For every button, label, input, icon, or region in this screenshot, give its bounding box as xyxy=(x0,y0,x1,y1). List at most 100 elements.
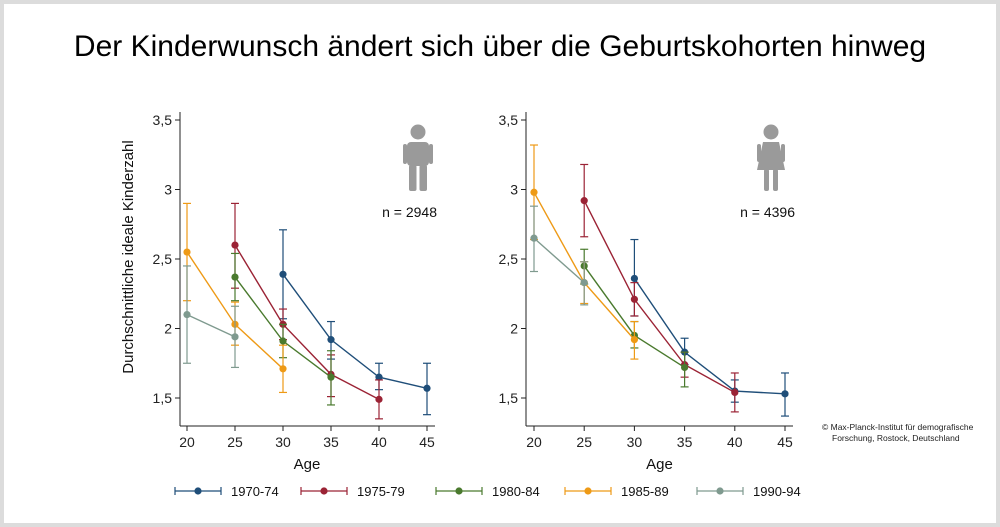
x-tick-label: 30 xyxy=(275,434,291,450)
data-point xyxy=(231,241,239,249)
sample-size-label: n = 4396 xyxy=(740,204,795,220)
x-tick-label: 45 xyxy=(419,434,435,450)
legend: 1970-74 1975-79 1980-84 1985-89 1990-94 xyxy=(174,484,801,499)
data-point xyxy=(231,333,239,341)
y-tick-label: 1,5 xyxy=(153,390,173,406)
series-1990-94 xyxy=(183,265,239,369)
data-point xyxy=(327,373,335,381)
series-line xyxy=(583,200,736,394)
data-point xyxy=(630,336,639,344)
female-person-icon xyxy=(757,124,785,191)
y-tick-label: 3,5 xyxy=(153,112,173,128)
data-point xyxy=(375,395,383,403)
data-point xyxy=(327,336,335,344)
x-tick-label: 25 xyxy=(576,434,592,450)
data-point xyxy=(580,279,588,287)
x-tick-label: 20 xyxy=(526,434,542,450)
icon-leg xyxy=(409,165,417,191)
legend-item-1990-94: 1990-94 xyxy=(696,484,801,499)
series-1980-84 xyxy=(231,252,335,406)
series-line xyxy=(186,313,236,338)
icon-arm xyxy=(429,144,433,164)
data-point xyxy=(231,273,239,281)
legend-marker xyxy=(194,487,202,495)
legend-item-1970-74: 1970-74 xyxy=(174,484,279,499)
legend-marker xyxy=(584,487,592,495)
icon-head xyxy=(763,124,779,140)
copyright-credit: © Max-Planck-Institut für demografische … xyxy=(822,422,997,444)
series-1970-74 xyxy=(630,238,789,417)
data-point xyxy=(630,295,639,303)
y-tick-label: 2 xyxy=(510,321,518,337)
icon-torso xyxy=(407,142,429,166)
data-point xyxy=(681,363,689,372)
series-1975-79 xyxy=(580,163,739,413)
panel-men: 1,5 2 2,5 3 3,5 20 25 30 35 40 45 Age Durchschnittli… xyxy=(120,112,437,473)
series-line xyxy=(633,278,786,395)
legend-label: 1970-74 xyxy=(231,484,279,499)
x-axis-label: Age xyxy=(646,456,673,473)
series-line xyxy=(234,244,380,401)
icon-dress xyxy=(757,142,785,170)
series-1975-79 xyxy=(231,202,383,420)
y-tick-label: 2,5 xyxy=(499,251,519,267)
x-tick-label: 45 xyxy=(777,434,793,450)
y-tick-label: 3 xyxy=(164,182,172,198)
chart-title: Der Kinderwunsch ändert sich über die Ge… xyxy=(73,30,927,63)
x-tick-label: 20 xyxy=(179,434,195,450)
legend-label: 1980-84 xyxy=(492,484,540,499)
chart-frame xyxy=(4,4,996,523)
y-tick-label: 2 xyxy=(164,321,172,337)
data-point xyxy=(279,270,287,278)
icon-arm xyxy=(781,144,785,162)
icon-arm xyxy=(757,144,761,162)
x-tick-label: 25 xyxy=(227,434,243,450)
series-1990-94 xyxy=(530,205,589,306)
x-tick-label: 30 xyxy=(627,434,643,450)
data-point xyxy=(530,188,538,196)
legend-marker xyxy=(455,487,463,495)
legend-marker xyxy=(320,487,328,495)
credit-line-2: Forschung, Rostock, Deutschland xyxy=(832,433,960,443)
legend-label: 1975-79 xyxy=(357,484,405,499)
icon-leg xyxy=(764,169,769,191)
icon-leg xyxy=(773,169,778,191)
data-point xyxy=(375,373,383,381)
legend-marker xyxy=(716,487,724,495)
y-axis-label: Durchschnittliche ideale Kinderzahl xyxy=(120,140,137,373)
data-point xyxy=(630,274,639,283)
data-point xyxy=(279,337,287,345)
y-tick-label: 2,5 xyxy=(153,251,173,267)
y-tick-label: 1,5 xyxy=(499,390,519,406)
legend-item-1985-89: 1985-89 xyxy=(564,484,669,499)
icon-arm xyxy=(403,144,407,164)
x-tick-label: 35 xyxy=(677,434,693,450)
data-point xyxy=(183,311,191,319)
data-point xyxy=(580,197,588,205)
series-line xyxy=(282,273,428,389)
x-tick-label: 35 xyxy=(323,434,339,450)
data-point xyxy=(183,248,191,256)
male-person-icon xyxy=(403,124,433,191)
legend-label: 1985-89 xyxy=(621,484,669,499)
data-point xyxy=(781,390,789,398)
icon-head xyxy=(410,124,426,140)
data-point xyxy=(423,384,431,392)
x-axis-label: Age xyxy=(294,456,321,473)
data-point xyxy=(530,234,538,242)
data-point xyxy=(279,365,287,373)
legend-label: 1990-94 xyxy=(753,484,801,499)
y-tick-label: 3,5 xyxy=(499,112,519,128)
series-line xyxy=(533,237,585,284)
sample-size-label: n = 2948 xyxy=(382,204,437,220)
icon-leg xyxy=(419,165,427,191)
y-tick-label: 3 xyxy=(510,182,518,198)
legend-item-1980-84: 1980-84 xyxy=(435,484,540,499)
x-tick-label: 40 xyxy=(371,434,387,450)
legend-item-1975-79: 1975-79 xyxy=(300,484,405,499)
data-point xyxy=(731,388,739,397)
panel-women: 1,5 2 2,5 3 3,5 20 25 30 35 40 45 Age n = 4396 xyxy=(499,112,795,473)
x-tick-label: 40 xyxy=(727,434,743,450)
credit-line-1: © Max-Planck-Institut für demografische xyxy=(822,422,974,432)
